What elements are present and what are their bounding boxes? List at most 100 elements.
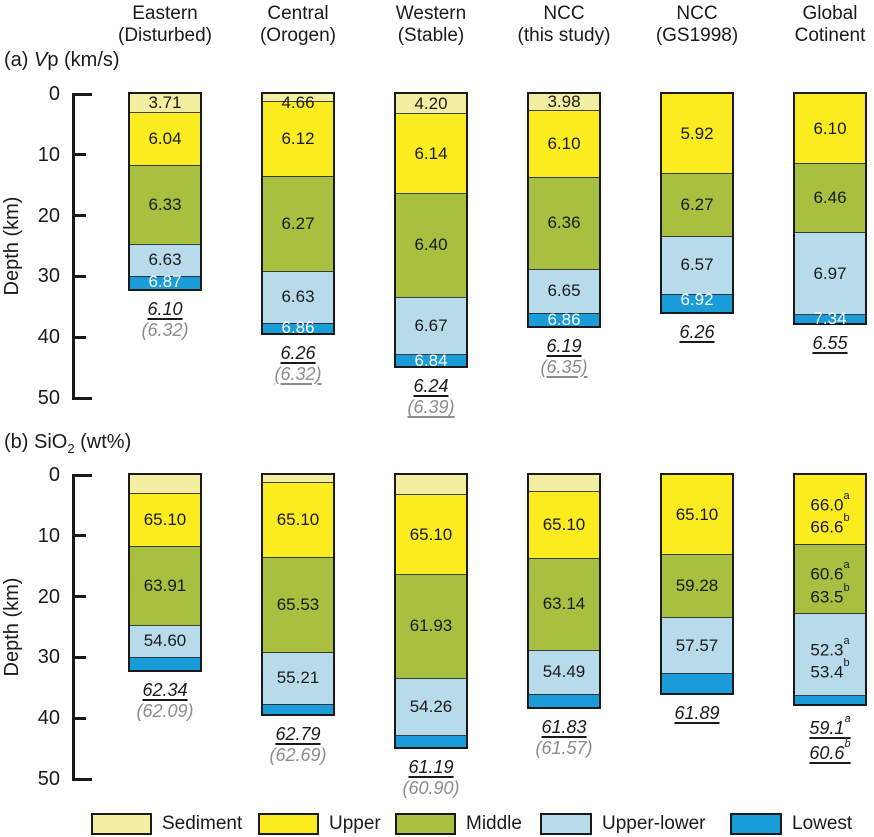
average-secondary-text: (6.32) (100, 320, 230, 341)
bar-ncc-gs1998-a: 5.92 6.27 6.57 6.92 (660, 92, 734, 314)
value-line: 6.63 (281, 287, 315, 307)
axis-tick-label-b-50: 50 (37, 768, 60, 790)
average-text: 6.24 (366, 376, 496, 397)
layer-value-label: 3.98 (517, 93, 611, 111)
value-line: 63.14 (542, 594, 586, 614)
whole-crust-average-central-orogen-b: 62.79 (62.69) (233, 724, 363, 766)
superscript-marker: b (843, 657, 850, 670)
whole-crust-average-value: 62.34 (100, 680, 230, 701)
layer-value-label: 4.66 (251, 94, 345, 112)
depth-axis-label-a: Depth (km) (1, 196, 23, 296)
layer-value-label: 65.10 (118, 510, 212, 529)
value-line: 6.36 (547, 213, 581, 233)
column-header-western-stable: Western (Stable) (356, 3, 506, 47)
value-line: 6.33 (148, 194, 182, 214)
axis-tick-label-b-40: 40 (37, 707, 60, 730)
value-line: 54.49 (542, 662, 586, 682)
layer-boundary-line (130, 624, 200, 626)
whole-crust-average-value: 6.26 (632, 322, 762, 343)
axis-tick-label-a-40: 40 (37, 326, 60, 349)
value-line: 6.19 (546, 335, 582, 356)
layer-boundary-line (529, 268, 599, 270)
layer-boundary-line (529, 649, 599, 651)
layer-boundary-line (529, 557, 599, 559)
value-line: (6.39) (407, 397, 455, 418)
bar-segment-sediment (396, 475, 466, 495)
depth-axis-a (72, 92, 75, 400)
layer-boundary-line (263, 175, 333, 177)
layer-value-label: 6.40 (384, 236, 478, 254)
value-line: 59.1a (809, 712, 851, 738)
superscript-marker: a (843, 634, 850, 647)
layer-boundary-line (662, 617, 732, 619)
value-line: 55.21 (276, 668, 320, 688)
layer-value-label: 57.57 (650, 636, 744, 655)
value-line: 6.86 (281, 318, 315, 338)
layer-value-label: 61.93 (384, 617, 478, 635)
bar-segment-middle (529, 558, 599, 651)
layer-value-label: 6.46 (783, 188, 874, 207)
layer-value-label: 6.86 (251, 319, 345, 337)
value-line: 6.26 (280, 342, 316, 363)
layer-value-label: 65.10 (650, 505, 744, 524)
value-line: 65.10 (276, 509, 320, 529)
axis-tick-label-a-50: 50 (37, 387, 60, 409)
bar-segment-upper (263, 101, 333, 177)
layer-value-label: 65.53 (251, 595, 345, 614)
value-line: 66.0a (810, 489, 850, 515)
average-text: 6.19 (499, 336, 629, 357)
value-line: 60.6b (809, 737, 851, 763)
whole-crust-average-value: 61.19 (366, 757, 496, 778)
value-line: 54.60 (143, 631, 187, 651)
legend-label-lowest: Lowest (792, 813, 853, 834)
bar-segment-lowest (795, 695, 865, 704)
bar-segment-lowest (662, 294, 732, 312)
average-text: 62.34 (100, 680, 230, 701)
layer-value-label: 6.27 (251, 214, 345, 233)
layer-boundary-line (662, 553, 732, 555)
bar-eastern-disturbed-b: 65.10 63.91 54.60 (128, 473, 202, 672)
layer-boundary-line (130, 164, 200, 166)
layer-value-label: 6.84 (384, 351, 478, 370)
bar-segment-sediment (529, 94, 599, 111)
value-line: 66.6b (810, 512, 850, 537)
bar-segment-upper-lower (130, 625, 200, 658)
layer-value-label: 6.04 (118, 129, 212, 148)
value-line: 6.97 (813, 263, 847, 283)
layer-value-label: 6.10 (517, 134, 611, 153)
superscript-marker: a (843, 558, 850, 571)
layer-boundary-line (795, 543, 865, 545)
layer-value-label: 63.14 (517, 595, 611, 613)
superscript-marker: a (844, 712, 851, 725)
value-line: 52.3a (810, 634, 850, 660)
layer-value-label: 6.27 (650, 195, 744, 214)
legend-label-middle: Middle (466, 813, 522, 834)
layer-boundary-line (529, 693, 599, 695)
whole-crust-average-value: 59.1a (765, 712, 874, 739)
value-line: 6.57 (680, 255, 714, 275)
value-line: 6.86 (547, 309, 581, 329)
bar-segment-middle (529, 177, 599, 270)
axis-tick-a-10 (75, 153, 86, 157)
bar-central-orogen-a: 4.66 6.12 6.27 6.63 6.86 (261, 92, 335, 337)
legend-label-upper-lower: Upper-lower (602, 813, 706, 834)
bar-segment-middle (263, 176, 333, 272)
bar-segment-sediment (130, 94, 200, 113)
value-line: (61.57) (535, 737, 593, 758)
axis-tick-b-50 (75, 777, 92, 781)
axis-tick-a-50 (75, 396, 92, 400)
axis-tick-b-30 (75, 655, 86, 659)
layer-boundary-line (130, 656, 200, 658)
column-header-eastern-disturbed: Eastern (Disturbed) (90, 3, 240, 47)
value-line: 7.34 (813, 308, 847, 328)
layer-boundary-line (130, 492, 200, 494)
axis-tick-label-a-30: 30 (37, 265, 60, 288)
value-line: (6.32) (141, 319, 189, 340)
bar-segment-upper (795, 475, 865, 545)
average-secondary-text: (62.09) (100, 701, 230, 722)
bar-segment-lowest (263, 323, 333, 333)
layer-boundary-line (263, 703, 333, 705)
panel-b-title: (b) SiO2 (wt%) (4, 430, 131, 461)
value-line: 63.91 (143, 575, 187, 595)
whole-crust-average-value: 61.89 (632, 703, 762, 724)
